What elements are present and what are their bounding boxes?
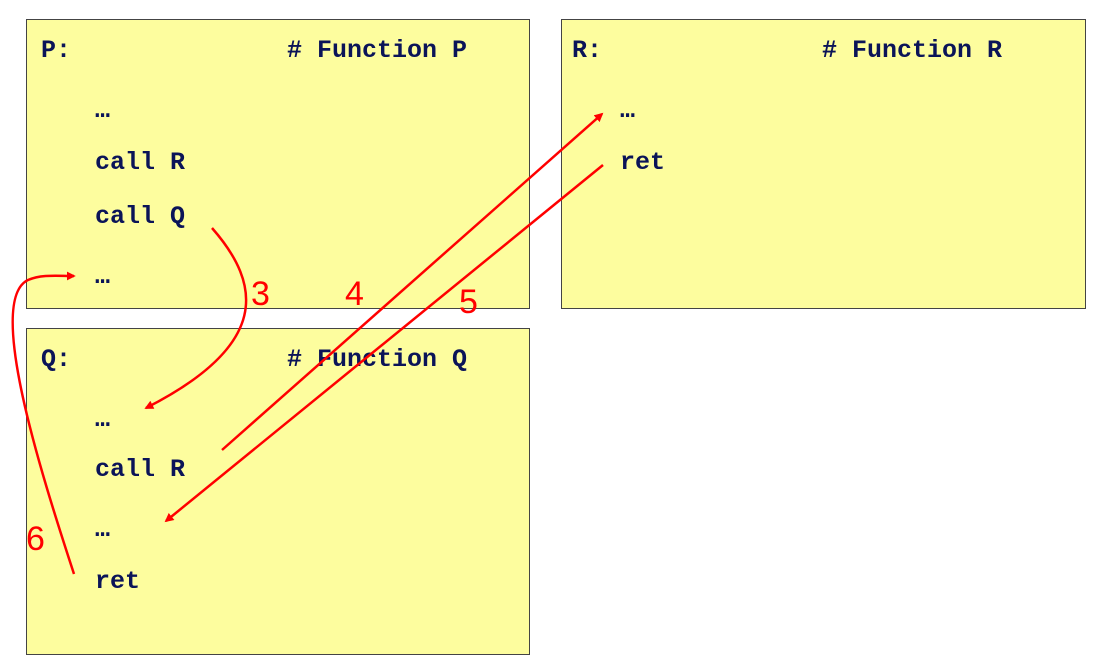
- function-p-line-2: call R: [95, 148, 186, 177]
- function-q-label: Q:: [41, 345, 72, 374]
- function-p-label: P:: [41, 36, 72, 65]
- function-q-box: Q: # Function Q … call R … ret: [26, 328, 530, 655]
- function-q-line-2: call R: [95, 455, 186, 484]
- function-r-line-1: …: [620, 96, 636, 125]
- step-number-6: 6: [26, 520, 45, 558]
- function-q-comment: # Function Q: [287, 345, 468, 374]
- function-q-line-1: …: [95, 405, 111, 434]
- function-r-comment: # Function R: [822, 36, 1003, 65]
- step-number-3: 3: [251, 275, 270, 313]
- step-number-5: 5: [459, 283, 478, 321]
- function-r-box: R: # Function R … ret: [561, 19, 1086, 309]
- step-number-4: 4: [345, 275, 364, 313]
- function-p-line-3: call Q: [95, 202, 186, 231]
- function-r-line-2: ret: [620, 148, 666, 177]
- function-p-line-4: …: [95, 262, 111, 291]
- function-q-line-4: ret: [95, 567, 141, 596]
- function-r-label: R:: [572, 36, 603, 65]
- function-q-line-3: …: [95, 515, 111, 544]
- function-p-comment: # Function P: [287, 36, 468, 65]
- function-p-line-1: …: [95, 96, 111, 125]
- function-p-box: P: # Function P … call R call Q …: [26, 19, 530, 309]
